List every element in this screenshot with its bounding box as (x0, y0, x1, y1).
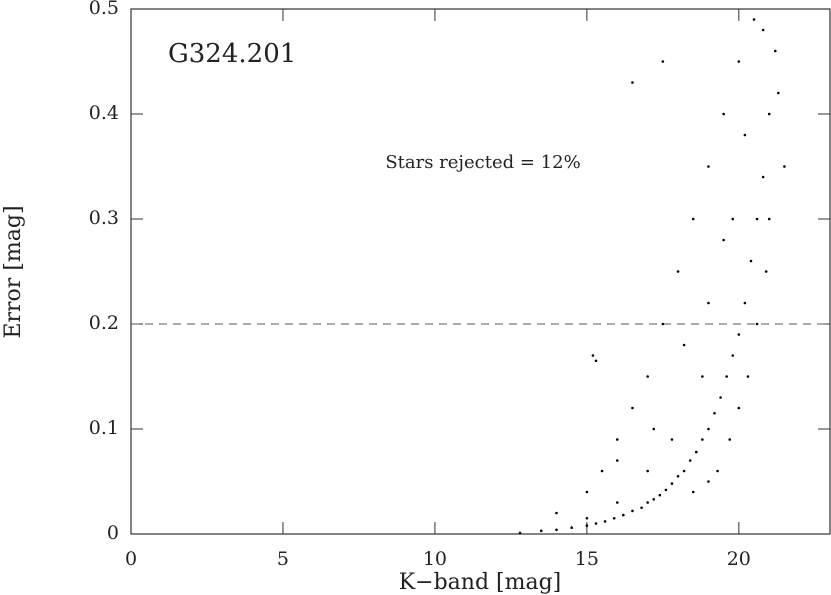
x-tick-label: 20 (727, 548, 751, 570)
x-axis-label: K−band [mag] (399, 570, 562, 595)
point (612, 516, 616, 520)
point (728, 438, 732, 441)
y-tick-label: 0.2 (89, 312, 119, 334)
point (767, 217, 771, 221)
point (518, 531, 522, 535)
point (585, 524, 589, 527)
point (773, 49, 777, 53)
point (777, 91, 780, 95)
point (701, 438, 704, 441)
x-tick-label: 5 (277, 548, 289, 570)
y-tick-label: 0.4 (89, 102, 119, 124)
point (594, 522, 598, 525)
point (691, 490, 695, 494)
point (755, 217, 759, 221)
point (707, 480, 710, 483)
y-tick-label: 0.3 (89, 207, 119, 229)
point (737, 333, 741, 336)
point (670, 482, 674, 485)
point (622, 513, 625, 517)
point (737, 60, 741, 63)
point (743, 301, 747, 305)
point (746, 375, 750, 378)
point (661, 60, 665, 63)
x-tick-label: 0 (125, 548, 137, 570)
point (767, 112, 771, 116)
point (670, 438, 674, 441)
point (555, 511, 558, 515)
point (600, 469, 604, 473)
point (688, 459, 692, 462)
point (722, 238, 725, 242)
point (661, 322, 665, 326)
x-tick-label: 10 (423, 548, 447, 570)
point (676, 474, 680, 478)
point (646, 501, 649, 504)
point (764, 270, 768, 273)
field-label: G324.201 (168, 39, 296, 69)
point (707, 165, 710, 168)
point (691, 217, 695, 221)
point (743, 133, 747, 137)
point (658, 493, 662, 497)
point (761, 28, 765, 32)
point (737, 406, 741, 410)
point (719, 396, 722, 399)
point (731, 217, 735, 221)
rejection-note: Stars rejected = 12% (385, 152, 580, 173)
y-tick-label: 0.1 (89, 417, 119, 439)
point (615, 438, 619, 441)
point (652, 427, 656, 431)
point (652, 498, 656, 501)
point (539, 529, 543, 533)
point (631, 509, 634, 513)
point (716, 469, 719, 473)
point (713, 411, 716, 415)
point (725, 375, 728, 378)
point (615, 501, 619, 504)
point (640, 506, 643, 510)
point (755, 322, 759, 326)
point (615, 459, 619, 462)
point (752, 18, 756, 21)
point (749, 259, 753, 263)
y-tick-label: 0.5 (89, 0, 119, 19)
point (676, 270, 680, 273)
point (591, 354, 595, 357)
point (646, 375, 649, 378)
point (783, 165, 786, 168)
point (694, 450, 698, 454)
point (682, 469, 686, 473)
point (603, 520, 607, 523)
point (594, 359, 598, 363)
point (731, 354, 735, 357)
point (555, 528, 558, 532)
point (707, 301, 710, 305)
y-tick-label: 0 (107, 522, 119, 544)
point (585, 490, 589, 494)
point (631, 81, 634, 84)
plot-frame (130, 8, 831, 535)
point (682, 343, 686, 347)
point (570, 526, 573, 529)
point (585, 516, 589, 520)
point (707, 427, 710, 431)
point (631, 406, 634, 410)
point (722, 112, 725, 116)
point (701, 375, 704, 378)
y-axis-label: Error [mag] (1, 205, 26, 338)
point (761, 175, 765, 179)
x-tick-label: 15 (575, 548, 599, 570)
point (646, 469, 649, 473)
point (664, 488, 668, 492)
